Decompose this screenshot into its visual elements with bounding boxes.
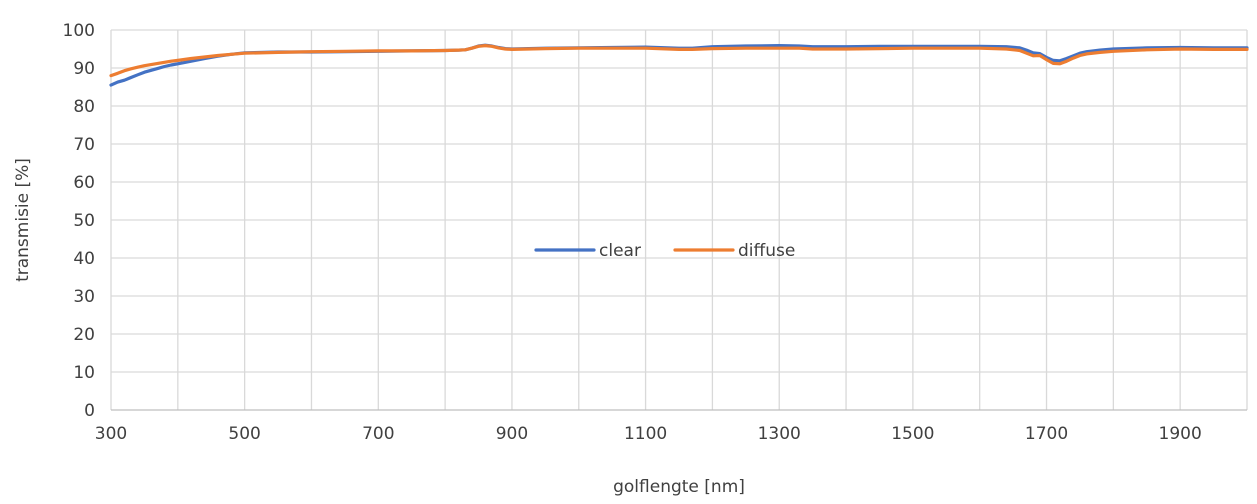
y-axis-title: transmisie [%]	[13, 158, 33, 282]
x-tick-label: 300	[95, 424, 127, 444]
series-line-diffuse	[109, 43, 1249, 78]
x-tick-label: 1500	[891, 424, 934, 444]
series-lines	[109, 43, 1249, 87]
y-tick-label: 70	[73, 135, 95, 155]
y-tick-labels: 0 10 20 30 40 50 60 70 80 90 100	[63, 21, 95, 421]
x-tick-labels: 300 500 700 900 1100 1300 1500 1700 1900	[95, 424, 1202, 444]
legend-label-clear: clear	[599, 241, 641, 261]
x-tick-label: 1300	[758, 424, 801, 444]
y-tick-label: 30	[73, 287, 95, 307]
y-tick-label: 60	[73, 173, 95, 193]
x-tick-label: 500	[228, 424, 260, 444]
y-tick-label: 10	[73, 363, 95, 383]
y-tick-label: 20	[73, 325, 95, 345]
y-tick-label: 50	[73, 211, 95, 231]
x-axis-title: golflengte [nm]	[613, 477, 745, 497]
x-tick-label: 1900	[1159, 424, 1202, 444]
legend: clear diffuse	[534, 241, 795, 261]
legend-label-diffuse: diffuse	[738, 241, 795, 261]
x-tick-label: 1700	[1025, 424, 1068, 444]
y-tick-label: 90	[73, 59, 95, 79]
y-tick-label: 100	[63, 21, 95, 41]
y-tick-label: 80	[73, 97, 95, 117]
x-tick-label: 1100	[624, 424, 667, 444]
x-tick-label: 900	[496, 424, 528, 444]
horizontal-gridlines	[111, 29, 1247, 373]
y-tick-label: 40	[73, 249, 95, 269]
y-tick-label: 0	[84, 401, 95, 421]
x-tick-label: 700	[362, 424, 394, 444]
